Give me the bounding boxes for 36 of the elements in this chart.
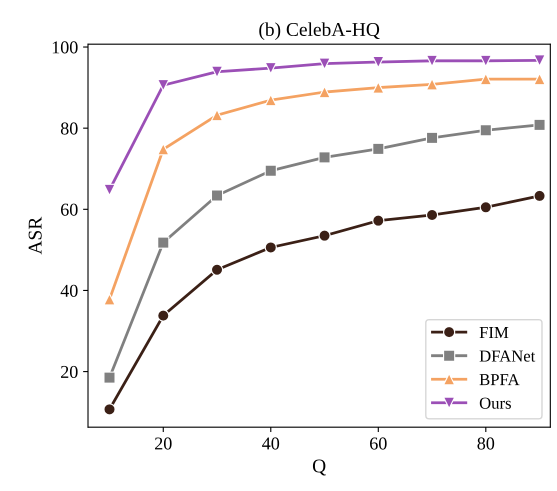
point — [372, 214, 384, 227]
point — [426, 208, 438, 222]
x-tick-label: 40 — [262, 437, 280, 450]
point — [157, 79, 170, 92]
point — [480, 201, 492, 214]
legend-label: DFANet — [480, 350, 536, 362]
x-axis-title: Q — [312, 459, 326, 476]
point — [533, 118, 546, 132]
point — [372, 142, 384, 155]
y-tick-label: 40 — [60, 284, 78, 297]
point — [210, 189, 224, 202]
point — [480, 124, 492, 136]
legend-label: Ours — [480, 398, 511, 409]
legend-label: BPFA — [480, 374, 520, 386]
y-tick-label: 80 — [60, 122, 78, 135]
x-tick-label: 80 — [477, 437, 494, 450]
x-tick-label: 60 — [370, 437, 387, 450]
point — [318, 230, 331, 242]
point — [426, 132, 438, 144]
point — [318, 151, 331, 164]
point — [157, 236, 170, 249]
point — [157, 309, 170, 322]
point — [264, 164, 277, 177]
y-axis-title: ASR — [28, 216, 42, 254]
point — [103, 293, 116, 306]
chart-title: (b) CelebA-HQ — [259, 22, 380, 40]
point — [264, 241, 277, 254]
legend-label: FIM — [480, 327, 508, 338]
point — [103, 403, 116, 416]
point — [103, 372, 116, 384]
point — [533, 190, 546, 202]
y-tick-label: 60 — [61, 204, 78, 216]
y-tick-label: 20 — [61, 366, 78, 378]
x-tick-label: 20 — [155, 437, 172, 450]
y-tick-label: 100 — [52, 41, 78, 54]
point — [210, 264, 224, 276]
